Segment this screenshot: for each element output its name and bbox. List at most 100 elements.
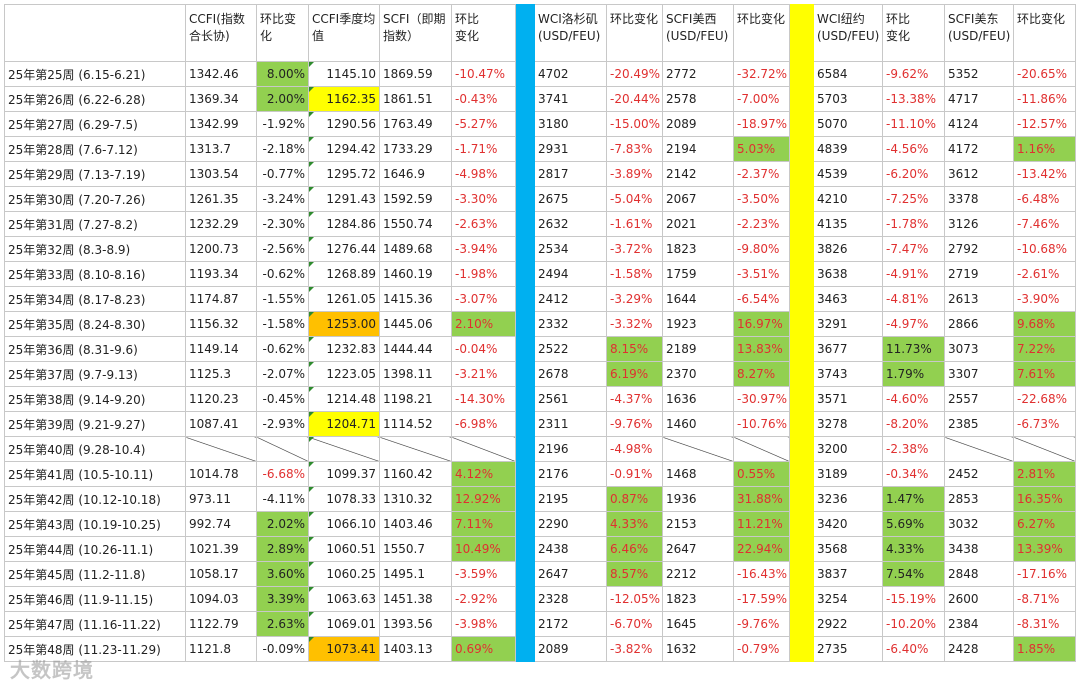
cell-sw: 2067 <box>662 186 734 212</box>
cell-ccfi: 1149.14 <box>185 336 257 362</box>
blue-separator <box>515 236 535 262</box>
cell-scfi-chg: -0.43% <box>451 86 516 112</box>
cell-wny-chg: -11.10% <box>882 111 945 137</box>
cell-sw-chg: -10.76% <box>733 411 790 437</box>
cell-week: 25年第29周 (7.13-7.19) <box>4 161 186 187</box>
blue-separator <box>515 311 535 337</box>
cell-sw-chg: -9.80% <box>733 236 790 262</box>
cell-se: 2866 <box>944 311 1014 337</box>
cell-ccfi-chg: 2.00% <box>256 86 309 112</box>
cell-wla: 3741 <box>534 86 607 112</box>
cell-avg: 1060.25 <box>308 561 380 587</box>
cell-week: 25年第48周 (11.23-11.29) <box>4 636 186 662</box>
cell-se-chg: -8.31% <box>1013 611 1076 637</box>
cell-week: 25年第45周 (11.2-11.8) <box>4 561 186 587</box>
cell-ccfi: 992.74 <box>185 511 257 537</box>
cell-avg: 1063.63 <box>308 586 380 612</box>
blue-separator <box>515 511 535 537</box>
cell-se: 2600 <box>944 586 1014 612</box>
header-cell: 环比变化 <box>1013 4 1076 62</box>
cell-sw: 1936 <box>662 486 734 512</box>
cell-se-chg: 6.27% <box>1013 511 1076 537</box>
table-header: CCFI(指数合长协) 环比变化 CCFI季度均值 SCFI（即期指数） 环比 变化 WC… <box>4 4 1076 62</box>
cell-wny-chg: -6.20% <box>882 161 945 187</box>
blue-separator <box>515 561 535 587</box>
yellow-separator <box>789 411 814 437</box>
cell-week: 25年第47周 (11.16-11.22) <box>4 611 186 637</box>
cell-wny: 3463 <box>813 286 883 312</box>
cell-wla-chg: -3.72% <box>606 236 663 262</box>
yellow-separator <box>789 286 814 312</box>
cell-wny-chg: -4.81% <box>882 286 945 312</box>
cell-se-chg: 7.22% <box>1013 336 1076 362</box>
cell-ccfi: 1313.7 <box>185 136 257 162</box>
table-row: 25年第47周 (11.16-11.22) 1122.79 2.63% 1069.01… <box>4 611 1076 637</box>
cell-sw: 1644 <box>662 286 734 312</box>
table-row: 25年第36周 (8.31-9.6) 1149.14 -0.62% 1232.83 14… <box>4 336 1076 362</box>
cell-wny-chg: -4.97% <box>882 311 945 337</box>
cell-scfi: 1403.13 <box>379 636 452 662</box>
table-row: 25年第45周 (11.2-11.8) 1058.17 3.60% 1060.25 14… <box>4 561 1076 587</box>
cell-wla: 2196 <box>534 436 607 462</box>
cell-week: 25年第33周 (8.10-8.16) <box>4 261 186 287</box>
blue-separator <box>515 186 535 212</box>
yellow-separator <box>789 261 814 287</box>
cell-wny-chg: -4.91% <box>882 261 945 287</box>
cell-scfi: 1160.42 <box>379 461 452 487</box>
table-row: 25年第38周 (9.14-9.20) 1120.23 -0.45% 1214.48 1… <box>4 386 1076 412</box>
cell-avg: 1078.33 <box>308 486 380 512</box>
cell-scfi: 1460.19 <box>379 261 452 287</box>
table-row: 25年第32周 (8.3-8.9) 1200.73 -2.56% 1276.44 148… <box>4 236 1076 262</box>
cell-ccfi-chg: -6.68% <box>256 461 309 487</box>
cell-scfi <box>379 436 452 462</box>
cell-se: 3438 <box>944 536 1014 562</box>
header-cell: 环比变化 <box>256 4 309 62</box>
cell-se: 2384 <box>944 611 1014 637</box>
cell-week: 25年第39周 (9.21-9.27) <box>4 411 186 437</box>
yellow-separator <box>789 461 814 487</box>
cell-wny-chg: 4.33% <box>882 536 945 562</box>
cell-sw: 2194 <box>662 136 734 162</box>
cell-wla: 2494 <box>534 261 607 287</box>
cell-sw: 1923 <box>662 311 734 337</box>
cell-avg: 1066.10 <box>308 511 380 537</box>
cell-wla: 2647 <box>534 561 607 587</box>
cell-wla: 2172 <box>534 611 607 637</box>
cell-week: 25年第43周 (10.19-10.25) <box>4 511 186 537</box>
cell-scfi-chg: 12.92% <box>451 486 516 512</box>
cell-wla-chg: -9.76% <box>606 411 663 437</box>
cell-wny: 3189 <box>813 461 883 487</box>
cell-se: 3612 <box>944 161 1014 187</box>
cell-avg: 1060.51 <box>308 536 380 562</box>
blue-separator <box>515 86 535 112</box>
cell-scfi-chg <box>451 436 516 462</box>
cell-ccfi-chg: -2.07% <box>256 361 309 387</box>
cell-sw-chg: -32.72% <box>733 61 790 87</box>
cell-ccfi-chg: 2.02% <box>256 511 309 537</box>
yellow-separator <box>789 586 814 612</box>
cell-sw-chg: 8.27% <box>733 361 790 387</box>
cell-se-chg: -22.68% <box>1013 386 1076 412</box>
cell-wny: 3571 <box>813 386 883 412</box>
table-row: 25年第34周 (8.17-8.23) 1174.87 -1.55% 1261.05 1… <box>4 286 1076 312</box>
yellow-separator <box>789 386 814 412</box>
cell-avg: 1276.44 <box>308 236 380 262</box>
cell-avg: 1162.35 <box>308 86 380 112</box>
cell-avg: 1294.42 <box>308 136 380 162</box>
blue-separator <box>515 436 535 462</box>
cell-week: 25年第30周 (7.20-7.26) <box>4 186 186 212</box>
cell-wla-chg: -15.00% <box>606 111 663 137</box>
cell-wla-chg: -1.61% <box>606 211 663 237</box>
cell-wla-chg: -20.44% <box>606 86 663 112</box>
cell-ccfi: 973.11 <box>185 486 257 512</box>
cell-wla: 2332 <box>534 311 607 337</box>
cell-avg: 1295.72 <box>308 161 380 187</box>
cell-se: 2719 <box>944 261 1014 287</box>
cell-se-chg: -6.73% <box>1013 411 1076 437</box>
cell-wla-chg: 8.57% <box>606 561 663 587</box>
yellow-separator <box>789 561 814 587</box>
cell-sw: 2370 <box>662 361 734 387</box>
cell-wny: 4135 <box>813 211 883 237</box>
cell-ccfi: 1193.34 <box>185 261 257 287</box>
cell-wny-chg: -7.47% <box>882 236 945 262</box>
